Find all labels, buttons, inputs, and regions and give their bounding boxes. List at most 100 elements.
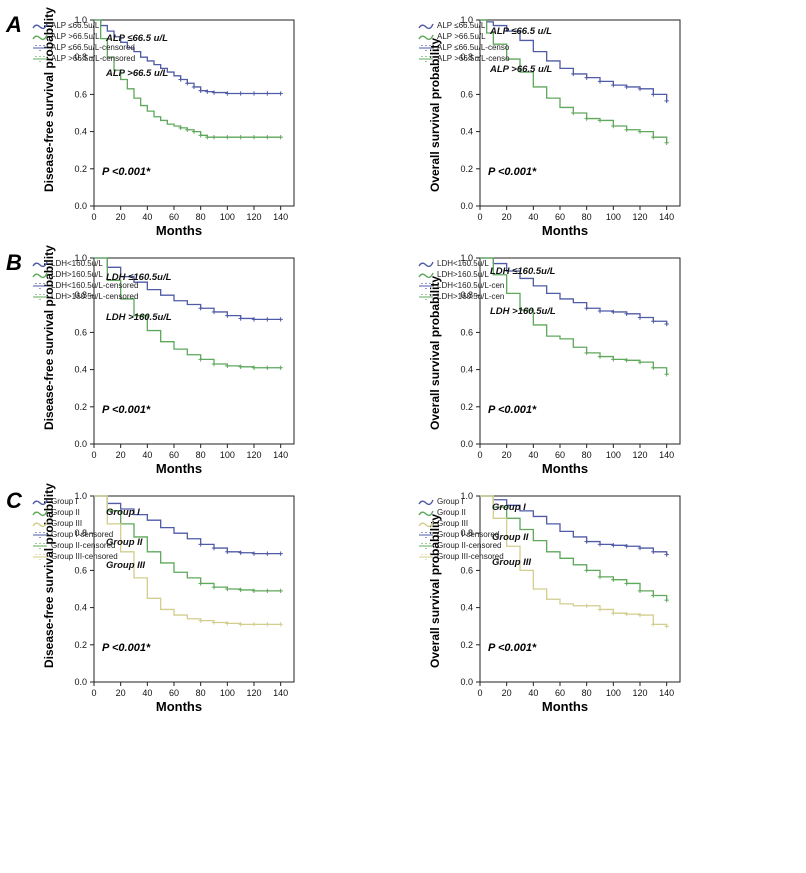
svg-text:0.4: 0.4 <box>74 365 87 375</box>
legend-item-3: LDH>160.5u/L-cen <box>418 291 504 302</box>
svg-text:0.2: 0.2 <box>74 640 87 650</box>
svg-text:120: 120 <box>246 688 261 697</box>
legend-swatch-1 <box>418 271 434 279</box>
svg-text:100: 100 <box>220 688 235 697</box>
legend-item-4: Group II-censored <box>32 540 118 551</box>
legend-label-2: Group III <box>51 518 82 529</box>
panel-label-a: A <box>6 12 28 38</box>
svg-text:120: 120 <box>246 450 261 459</box>
legend-item-2: Group III <box>32 518 118 529</box>
svg-text:140: 140 <box>659 450 674 459</box>
legend-item-1: LDH>160.5u/L <box>32 269 138 280</box>
svg-text:0.2: 0.2 <box>460 164 473 174</box>
svg-text:0.6: 0.6 <box>460 89 473 99</box>
svg-text:0.4: 0.4 <box>460 127 473 137</box>
legend-line-icon <box>418 509 434 517</box>
legend-label-2: LDH<160.5u/L-censored <box>51 280 138 291</box>
legend-swatch-2 <box>32 520 48 528</box>
svg-text:20: 20 <box>116 688 126 697</box>
legend-swatch-0 <box>32 22 48 30</box>
legend-swatch-1 <box>32 509 48 517</box>
chart-legend: LDH<160.5u/L LDH>160.5u/L LDH<160.5u/L-ce… <box>418 258 504 302</box>
curve-annotation-1: ALP >66.5 u/L <box>490 64 552 75</box>
x-axis-title: Months <box>430 461 700 476</box>
legend-label-4: Group II-censored <box>51 540 115 551</box>
legend-item-0: Group I <box>418 496 504 507</box>
svg-text:20: 20 <box>116 212 126 221</box>
svg-text:140: 140 <box>659 212 674 221</box>
legend-marker-icon <box>32 44 48 52</box>
legend-label-3: ALP >66.5u/L-censored <box>51 53 135 64</box>
svg-text:0.2: 0.2 <box>74 402 87 412</box>
legend-item-0: LDH<160.5u/L <box>418 258 504 269</box>
svg-text:120: 120 <box>246 212 261 221</box>
svg-text:100: 100 <box>606 450 621 459</box>
legend-item-3: Group I-censored <box>418 529 504 540</box>
chart-c-0: Disease-free survival probability 0.0 0.2 0… <box>28 482 414 714</box>
svg-text:40: 40 <box>528 688 538 697</box>
svg-text:100: 100 <box>606 688 621 697</box>
svg-text:120: 120 <box>632 212 647 221</box>
legend-marker-icon <box>32 282 48 290</box>
legend-label-0: Group I <box>51 496 78 507</box>
legend-label-1: LDH>160.5u/L <box>51 269 103 280</box>
pvalue-label: P <0.001* <box>102 404 150 416</box>
legend-label-3: ALP >66.5u/L-censo <box>437 53 510 64</box>
svg-text:100: 100 <box>220 212 235 221</box>
svg-text:0.6: 0.6 <box>74 327 87 337</box>
legend-label-4: Group II-censored <box>437 540 501 551</box>
legend-marker-icon <box>418 44 434 52</box>
svg-text:80: 80 <box>582 212 592 221</box>
legend-marker-icon <box>418 293 434 301</box>
legend-item-4: Group II-censored <box>418 540 504 551</box>
x-axis-title: Months <box>430 223 700 238</box>
svg-text:60: 60 <box>555 688 565 697</box>
svg-text:0.6: 0.6 <box>460 327 473 337</box>
svg-text:0.4: 0.4 <box>74 603 87 613</box>
svg-text:0.4: 0.4 <box>460 603 473 613</box>
svg-text:120: 120 <box>632 450 647 459</box>
legend-item-3: LDH>160.5u/L-censored <box>32 291 138 302</box>
svg-text:0.0: 0.0 <box>460 439 473 449</box>
svg-text:60: 60 <box>169 688 179 697</box>
svg-text:0.4: 0.4 <box>74 127 87 137</box>
svg-text:140: 140 <box>273 688 288 697</box>
legend-line-icon <box>32 509 48 517</box>
svg-text:0.4: 0.4 <box>460 365 473 375</box>
legend-swatch-0 <box>418 498 434 506</box>
legend-label-3: Group I-censored <box>437 529 499 540</box>
chart-b-0: Disease-free survival probability 0.0 0.2 0… <box>28 244 414 476</box>
chart-a-1: Overall survival probability 0.0 0.2 0.4 0.6… <box>414 6 800 238</box>
svg-text:80: 80 <box>196 688 206 697</box>
svg-text:0.0: 0.0 <box>74 201 87 211</box>
legend-label-2: ALP ≤66.5u/L-censored <box>51 42 135 53</box>
legend-marker-icon <box>418 542 434 550</box>
legend-item-1: ALP >66.5u/L <box>32 31 135 42</box>
legend-item-5: Group III-censored <box>418 551 504 562</box>
legend-marker-icon <box>418 531 434 539</box>
svg-text:0.2: 0.2 <box>460 640 473 650</box>
svg-text:100: 100 <box>220 450 235 459</box>
svg-text:80: 80 <box>582 450 592 459</box>
legend-label-3: Group I-censored <box>51 529 113 540</box>
chart-legend: Group I Group II Group III Group I-censore… <box>418 496 504 562</box>
panel-row-a: A Disease-free survival probability 0.0 0.2… <box>0 0 806 238</box>
legend-swatch-1 <box>32 271 48 279</box>
legend-item-2: ALP ≤66.5u/L-censored <box>32 42 135 53</box>
legend-swatch-2 <box>32 44 48 52</box>
legend-label-1: ALP >66.5u/L <box>51 31 100 42</box>
legend-swatch-3 <box>418 55 434 63</box>
legend-marker-icon <box>32 542 48 550</box>
svg-text:0.0: 0.0 <box>460 201 473 211</box>
svg-text:80: 80 <box>582 688 592 697</box>
legend-item-2: Group III <box>418 518 504 529</box>
legend-line-icon <box>418 22 434 30</box>
legend-marker-icon <box>418 55 434 63</box>
svg-text:20: 20 <box>502 450 512 459</box>
legend-swatch-0 <box>418 22 434 30</box>
legend-item-0: ALP ≤66.5u/L <box>32 20 135 31</box>
legend-label-0: LDH<160.5u/L <box>51 258 103 269</box>
legend-label-5: Group III-censored <box>51 551 118 562</box>
svg-text:60: 60 <box>555 212 565 221</box>
chart-c-1: Overall survival probability 0.0 0.2 0.4 0.6… <box>414 482 800 714</box>
